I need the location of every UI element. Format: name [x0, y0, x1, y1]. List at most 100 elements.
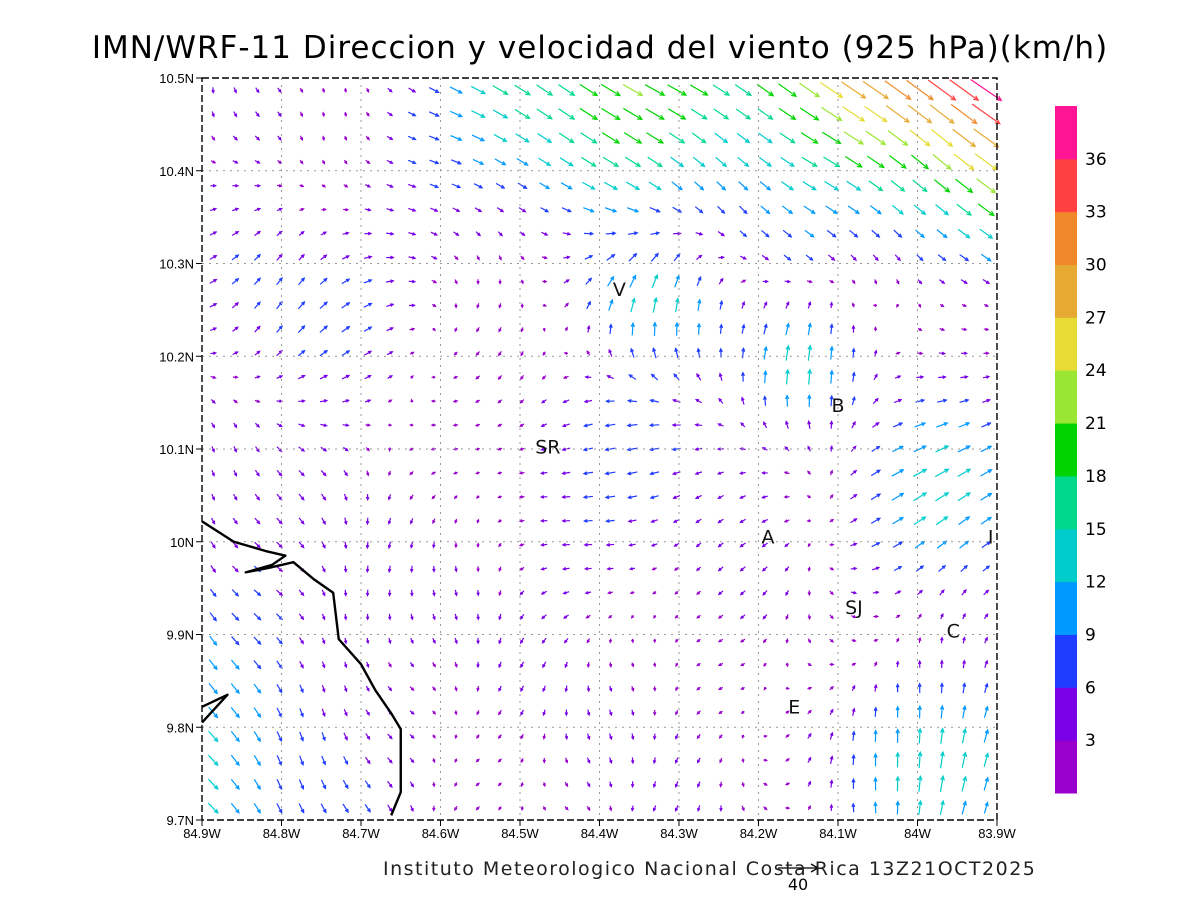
wind-arrow: [717, 614, 724, 619]
wind-arrow: [254, 375, 261, 379]
place-label: SJ: [845, 597, 863, 619]
wind-arrow: [868, 180, 884, 192]
wind-arrow: [631, 685, 635, 692]
wind-arrow: [939, 799, 945, 816]
wind-arrow: [652, 321, 658, 336]
x-tick-label: 84.2W: [740, 826, 778, 841]
x-tick-label: 84.4W: [581, 826, 619, 841]
wind-arrow: [850, 469, 858, 476]
wind-arrow: [850, 590, 858, 595]
wind-arrow: [851, 662, 857, 666]
colorbar-segment: [1055, 740, 1077, 794]
wind-arrow: [895, 800, 900, 815]
wind-arrow: [409, 351, 415, 355]
wind-arrow: [645, 108, 665, 120]
wind-arrow: [929, 104, 955, 124]
wind-arrow: [410, 589, 414, 597]
wind-arrow: [915, 398, 926, 403]
wind-arrow: [694, 398, 702, 404]
wind-arrow: [740, 686, 745, 690]
wind-arrow: [298, 277, 306, 286]
wind-arrow: [365, 565, 370, 574]
map-title: IMN/WRF-11 Direccion y velocidad del vie…: [91, 30, 1109, 66]
wind-arrow: [343, 565, 348, 574]
colorbar-label: 30: [1085, 256, 1107, 276]
wind-arrow: [496, 207, 505, 213]
wind-arrow: [718, 397, 724, 404]
wind-arrow: [233, 87, 237, 94]
wind-arrow: [321, 159, 325, 165]
wind-arrow: [718, 734, 723, 739]
wind-arrow: [892, 445, 905, 453]
wind-arrow: [254, 160, 261, 164]
wind-arrow: [785, 368, 790, 385]
wind-arrow: [740, 422, 746, 428]
wind-arrow: [696, 590, 701, 595]
x-axis-ticks: 84.9W 84.8W 84.7W 84.6W 84.5W 84.4W 84.3W 84.2W…: [183, 820, 1017, 841]
wind-arrow: [432, 542, 436, 549]
colorbar-segment: [1055, 106, 1077, 160]
wind-arrow: [895, 351, 901, 355]
x-tick-label: 84.3W: [660, 826, 698, 841]
wind-arrow: [492, 85, 509, 95]
wind-arrow: [430, 423, 436, 427]
wind-arrow: [628, 543, 636, 547]
wind-arrow: [409, 686, 415, 692]
wind-arrow: [386, 183, 394, 188]
wind-arrow: [697, 298, 702, 311]
wind-arrow: [713, 108, 730, 120]
wind-arrow: [962, 659, 966, 669]
wind-arrow: [495, 182, 506, 189]
wind-arrow: [939, 327, 946, 331]
wind-arrow: [321, 541, 326, 549]
wind-arrow: [409, 662, 415, 668]
wind-arrow: [319, 325, 329, 333]
wind-arrow: [276, 803, 283, 814]
wind-arrow: [606, 590, 613, 595]
wind-arrow: [843, 131, 865, 145]
wind-arrow: [498, 326, 502, 333]
wind-arrow: [936, 422, 949, 428]
wind-arrow: [829, 279, 835, 284]
wind-arrow: [957, 228, 971, 239]
wind-arrow: [320, 231, 328, 236]
wind-arrow: [211, 517, 216, 525]
wind-arrow: [669, 132, 686, 144]
colorbar-label: 36: [1085, 150, 1107, 170]
wind-arrow: [763, 782, 768, 786]
wind-arrow: [475, 231, 482, 237]
wind-arrow: [539, 519, 548, 523]
wind-arrow: [695, 518, 702, 524]
wind-arrow: [741, 734, 745, 739]
wind-arrow: [652, 296, 658, 313]
wind-arrow: [627, 231, 639, 236]
wind-arrow: [675, 662, 679, 668]
wind-arrow: [739, 518, 746, 524]
wind-arrow: [276, 517, 283, 525]
wind-arrow: [694, 471, 703, 475]
wind-arrow: [497, 495, 502, 499]
wind-arrow: [937, 254, 947, 262]
wind-arrow: [982, 375, 991, 379]
wind-arrow: [626, 495, 638, 500]
wind-arrow: [561, 518, 571, 523]
wind-arrow: [366, 661, 370, 669]
wind-arrow: [320, 779, 327, 790]
wind-arrow: [851, 395, 856, 406]
wind-arrow: [253, 754, 261, 767]
wind-arrow: [762, 614, 768, 620]
wind-arrow: [342, 803, 349, 814]
wind-arrow: [630, 733, 635, 741]
wind-arrow: [386, 351, 394, 356]
wind-arrow: [917, 351, 924, 356]
wind-arrow: [962, 682, 967, 694]
wind-arrow: [829, 394, 834, 407]
wind-arrow: [979, 228, 994, 239]
wind-arrow: [865, 130, 887, 146]
wind-arrow: [807, 686, 813, 690]
wind-arrow: [586, 781, 591, 788]
wind-arrow: [449, 110, 464, 118]
wind-arrow: [740, 255, 748, 260]
wind-arrow: [785, 734, 790, 738]
reference-vector: 40: [778, 863, 820, 894]
